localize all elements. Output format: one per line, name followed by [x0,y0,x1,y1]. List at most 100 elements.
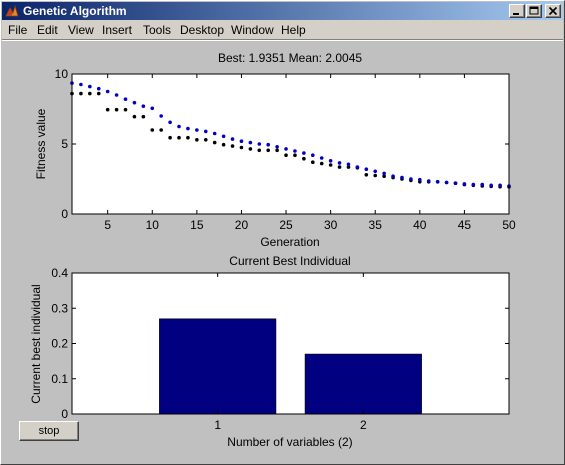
best-individual-bars [159,318,422,415]
mean-fitness-point [462,182,467,186]
mean-fitness-point [346,162,351,167]
menu-bar: File Edit View Insert Tools Desktop Wind… [2,20,563,40]
best-fitness-point [159,128,163,132]
mean-fitness-point [435,180,440,184]
menu-file[interactable]: File [8,23,28,37]
best-fitness-point [373,173,378,178]
y-tick-label: 0.2 [51,337,68,351]
best-fitness-point [293,153,297,157]
minimize-icon [513,13,519,15]
x-tick-label: 25 [279,218,293,232]
mean-fitness-point [203,129,208,134]
best-fitness-point [132,114,137,119]
fitness-y-axis-label: Fitness value [34,108,48,179]
mean-fitness-point [239,139,244,143]
mean-fitness-point [150,106,155,111]
y-tick-label: 0.3 [51,301,68,315]
mean-fitness-point [471,182,476,187]
menu-view[interactable]: View [68,23,94,37]
best-fitness-point [150,128,155,132]
best-fitness-point [88,91,92,96]
best-fitness-point [186,135,190,140]
best-individual-chart-title: Current Best Individual [229,254,350,268]
best-fitness-point [195,138,199,142]
mean-fitness-point [284,147,288,151]
mean-fitness-point [105,89,110,94]
best-fitness-point [203,138,208,142]
y-tick-label: 10 [55,67,69,81]
mean-fitness-point [168,120,172,125]
fitness-axes: Best: 1.9351 Mean: 2.0045 Generation Fit… [34,51,516,249]
menu-edit[interactable]: Edit [37,23,58,37]
menu-insert[interactable]: Insert [102,23,133,37]
best-fitness-point [257,148,262,153]
mean-fitness-point [426,179,431,183]
menu-help[interactable]: Help [281,23,306,37]
best-fitness-point [96,91,101,96]
title-bar[interactable]: Genetic Algorithm [2,2,563,20]
best-fitness-point [284,153,288,157]
best-individual-plot-area [72,273,509,414]
menu-tools[interactable]: Tools [143,23,172,37]
best-fitness-point [114,107,119,112]
best-fitness-point [364,173,369,177]
minimize-button[interactable] [509,4,525,18]
mean-fitness-point [293,149,297,153]
mean-fitness-point [88,84,92,89]
x-tick-label: 5 [104,218,111,232]
mean-fitness-point [221,134,226,139]
close-button[interactable] [545,4,561,18]
mean-fitness-point [79,82,83,87]
close-icon [548,6,558,16]
fitness-ticks: 5 10 15 20 25 30 35 40 45 50 0 5 10 [55,67,516,232]
best-fitness-point [328,163,333,167]
mean-fitness-point [355,165,360,169]
best-fitness-point [230,144,235,148]
mean-fitness-point [418,177,422,182]
x-tick-label: 20 [235,218,249,232]
y-tick-label: 0 [61,207,68,221]
best-individual-x-axis-label: Number of variables (2) [227,435,352,449]
mean-fitness-point [444,180,449,185]
best-fitness-point [346,165,351,169]
mean-fitness-point [96,86,101,91]
best-fitness-point [79,91,83,96]
mean-fitness-point [391,174,395,178]
mean-fitness-point [141,104,146,108]
mean-fitness-point [114,93,119,97]
menu-window[interactable]: Window [231,23,274,37]
bar-variable-1 [159,318,277,415]
y-tick-label: 5 [61,137,68,151]
menu-desktop[interactable]: Desktop [180,23,225,37]
best-fitness-point [212,140,217,145]
best-fitness-point [221,142,226,147]
best-fitness-point [319,161,324,166]
mean-fitness-point [364,167,369,171]
mean-fitness-point [275,145,279,149]
stop-button[interactable]: stop [19,421,79,441]
best-fitness-point [266,148,271,153]
fitness-x-axis-label: Generation [260,235,319,249]
x-tick-label: 30 [324,218,338,232]
mean-fitness-point [489,183,493,188]
mean-fitness-point [498,183,502,188]
y-tick-label: 0 [61,407,68,421]
best-fitness-point [310,160,315,164]
x-tick-label: 2 [360,418,367,432]
best-fitness-point [275,148,279,153]
best-individual-axes: Current Best Individual Number of variab… [29,254,510,449]
mean-fitness-point [480,182,485,187]
mean-fitness-point [186,126,190,131]
x-tick-label: 1 [214,418,221,432]
x-tick-label: 50 [502,218,516,232]
best-fitness-point [168,135,172,140]
mean-fitness-point [409,177,413,181]
mean-fitness-point [302,151,306,155]
best-fitness-point [239,145,244,150]
bar-variable-2 [304,353,422,415]
maximize-button[interactable] [526,4,542,18]
best-fitness-point [337,165,342,169]
mean-fitness-point [382,171,386,176]
best-individual-y-axis-label: Current best individual [29,284,43,403]
